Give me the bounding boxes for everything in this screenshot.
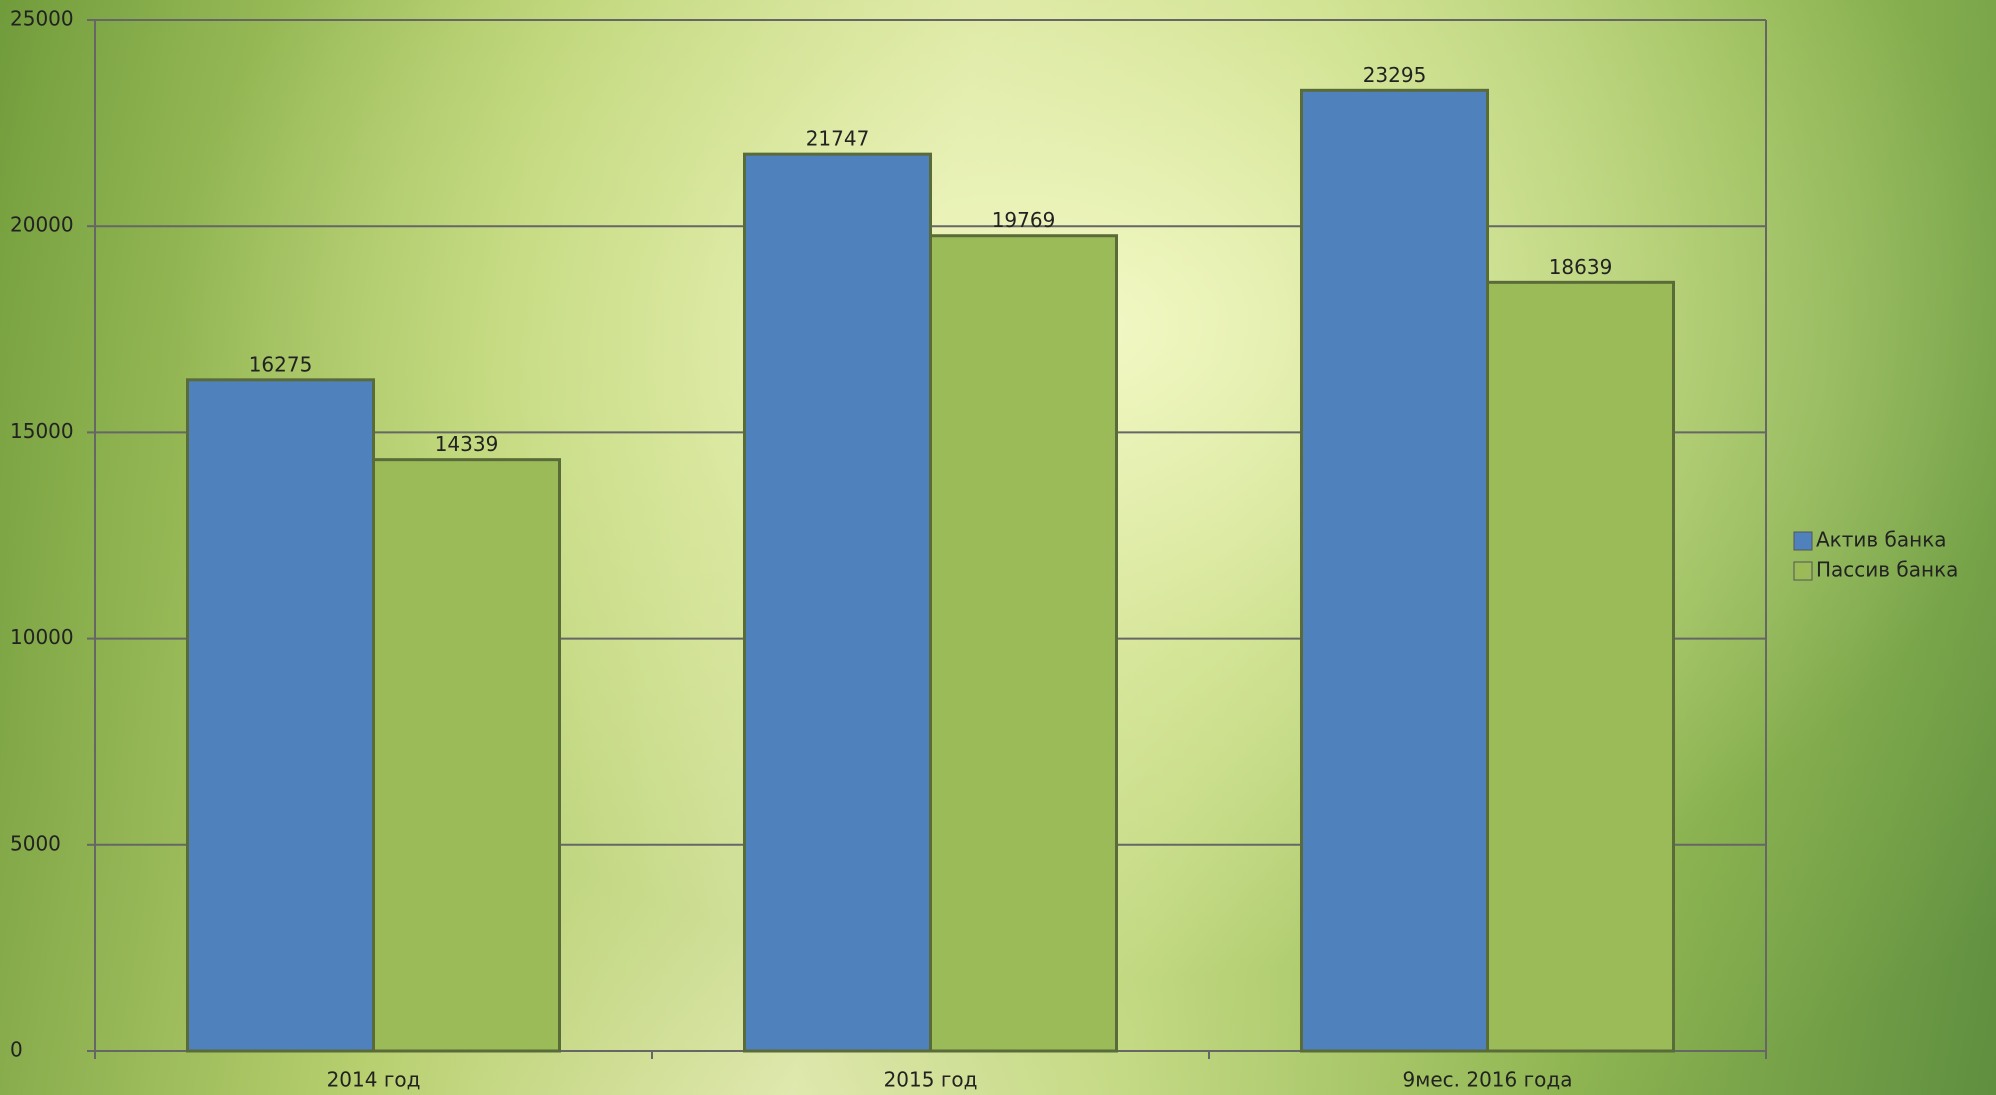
x-tick-label: 2015 год [884,1068,978,1092]
y-tick-label: 15000 [10,419,74,443]
data-label: 19769 [992,208,1056,232]
legend-swatch [1793,561,1813,581]
data-label: 23295 [1363,63,1427,87]
y-tick-label: 0 [10,1038,23,1062]
legend-label: Пассив банка [1816,558,1958,582]
legend-swatch [1793,531,1813,551]
data-label: 14339 [435,432,499,456]
bar [1300,88,1489,1053]
bar [186,378,375,1053]
legend-label: Актив банка [1816,528,1947,552]
y-tick-label: 5000 [10,831,61,855]
bar [1486,280,1675,1053]
bar [372,458,561,1053]
y-tick-label: 20000 [10,213,74,237]
data-label: 21747 [806,127,870,151]
bar [929,234,1118,1053]
x-tick-label: 2014 год [327,1068,421,1092]
bar [743,152,932,1053]
data-label: 18639 [1549,255,1613,279]
data-label: 16275 [249,352,313,376]
y-tick-label: 25000 [10,7,74,31]
x-tick-label: 9мес. 2016 года [1403,1068,1573,1092]
y-tick-label: 10000 [10,625,74,649]
